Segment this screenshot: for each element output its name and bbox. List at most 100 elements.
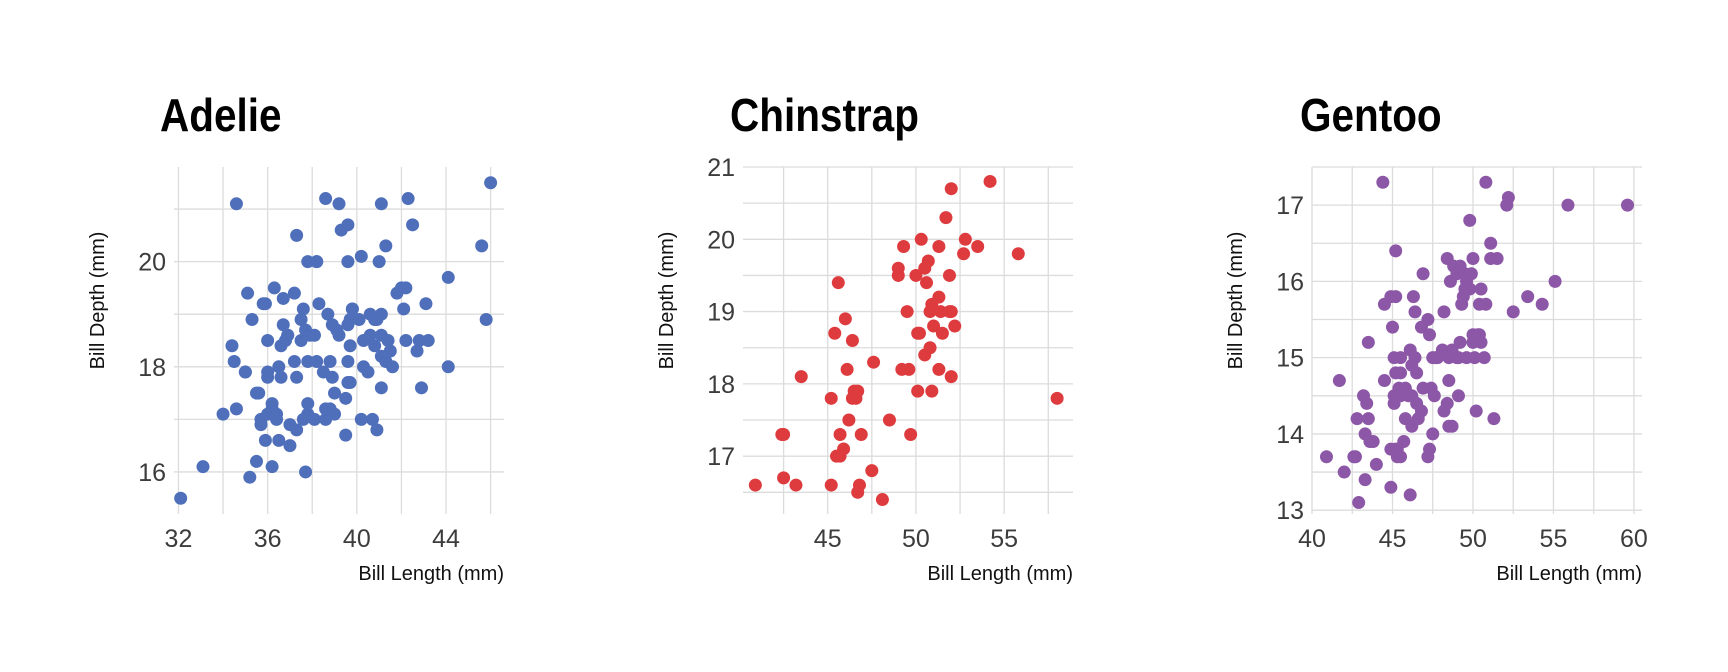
data-point: [270, 407, 284, 421]
y-axis-label: Bill Depth (mm): [1225, 232, 1247, 370]
data-point: [325, 370, 339, 384]
data-point: [196, 460, 210, 474]
y-tick-label: 20: [707, 226, 735, 254]
data-point: [363, 328, 377, 342]
data-point: [274, 370, 288, 384]
data-point: [909, 268, 923, 282]
data-point: [1423, 442, 1437, 456]
data-point: [1366, 435, 1380, 449]
x-tick-label: 55: [990, 525, 1018, 553]
data-point: [296, 302, 310, 316]
data-point: [824, 478, 838, 492]
y-axis-label: Bill Depth (mm): [656, 232, 678, 370]
data-point: [944, 370, 958, 384]
data-point: [1332, 374, 1346, 388]
data-point: [958, 232, 972, 246]
data-point: [287, 355, 301, 369]
data-point: [1437, 305, 1451, 319]
data-point: [361, 365, 375, 379]
data-point: [383, 344, 397, 358]
data-point: [837, 442, 851, 456]
data-point: [310, 355, 324, 369]
data-point: [1384, 290, 1398, 304]
data-point: [241, 286, 255, 300]
data-point: [484, 176, 498, 190]
data-point: [1442, 374, 1456, 388]
data-point: [265, 460, 279, 474]
data-point: [301, 397, 315, 411]
data-point: [419, 297, 433, 311]
data-point: [299, 465, 313, 479]
data-point: [479, 312, 493, 326]
data-point: [891, 261, 905, 275]
data-point: [252, 386, 266, 400]
data-point: [412, 334, 426, 347]
data-point: [902, 362, 916, 376]
data-point: [904, 427, 918, 441]
data-point: [1477, 351, 1491, 365]
data-point: [290, 370, 304, 384]
data-point: [410, 344, 424, 358]
y-tick-label: 16: [138, 459, 166, 487]
data-point: [1501, 191, 1515, 205]
data-point: [948, 319, 962, 333]
panel-title-gentoo: Gentoo: [1300, 89, 1442, 141]
data-point: [854, 427, 868, 441]
data-point: [1352, 496, 1366, 510]
data-point: [345, 302, 359, 316]
data-point: [824, 391, 838, 405]
data-point: [328, 386, 342, 400]
data-point: [354, 412, 368, 426]
data-point: [900, 305, 914, 319]
x-tick-label: 50: [902, 525, 930, 553]
data-point: [301, 255, 315, 269]
data-point: [789, 478, 803, 492]
data-point: [777, 471, 791, 485]
data-point: [267, 281, 281, 295]
data-point: [301, 355, 315, 369]
data-point: [307, 328, 321, 342]
data-point: [421, 334, 435, 347]
data-point: [1410, 366, 1424, 380]
data-point: [227, 355, 241, 369]
data-point: [379, 239, 393, 253]
data-point: [1561, 198, 1575, 212]
data-point: [1423, 328, 1437, 342]
data-point: [243, 470, 257, 484]
data-point: [831, 276, 845, 290]
data-point: [441, 360, 455, 374]
data-point: [1385, 320, 1399, 334]
data-point: [1361, 412, 1375, 426]
y-tick-label: 14: [1276, 421, 1304, 449]
data-point: [343, 376, 357, 390]
x-axis-label: Bill Length (mm): [1496, 563, 1642, 585]
data-point: [290, 423, 304, 437]
data-point: [942, 305, 956, 319]
data-point: [1319, 450, 1333, 464]
data-point: [374, 197, 388, 211]
data-point: [381, 334, 395, 347]
data-point: [1440, 396, 1454, 410]
data-point: [332, 197, 346, 211]
data-point: [1466, 252, 1480, 266]
data-point: [957, 247, 971, 261]
data-point: [341, 355, 355, 369]
data-point: [882, 413, 896, 427]
x-tick-label: 36: [254, 525, 282, 553]
data-point: [372, 255, 386, 269]
data-point: [932, 290, 946, 304]
x-tick-label: 45: [1379, 525, 1407, 553]
data-point: [245, 312, 259, 326]
data-point: [341, 218, 355, 232]
y-tick-label: 21: [707, 154, 735, 182]
data-point: [920, 276, 934, 290]
data-point: [1376, 175, 1390, 189]
data-point: [1403, 488, 1417, 502]
panel-chinstrap: 45 50 55 17 18 19 20 21 Bill Length (mm) Bill Dep…: [656, 154, 1073, 585]
data-point: [852, 478, 866, 492]
data-point: [343, 312, 357, 326]
data-point: [281, 328, 295, 342]
data-point: [932, 362, 946, 376]
data-point: [1402, 389, 1416, 403]
